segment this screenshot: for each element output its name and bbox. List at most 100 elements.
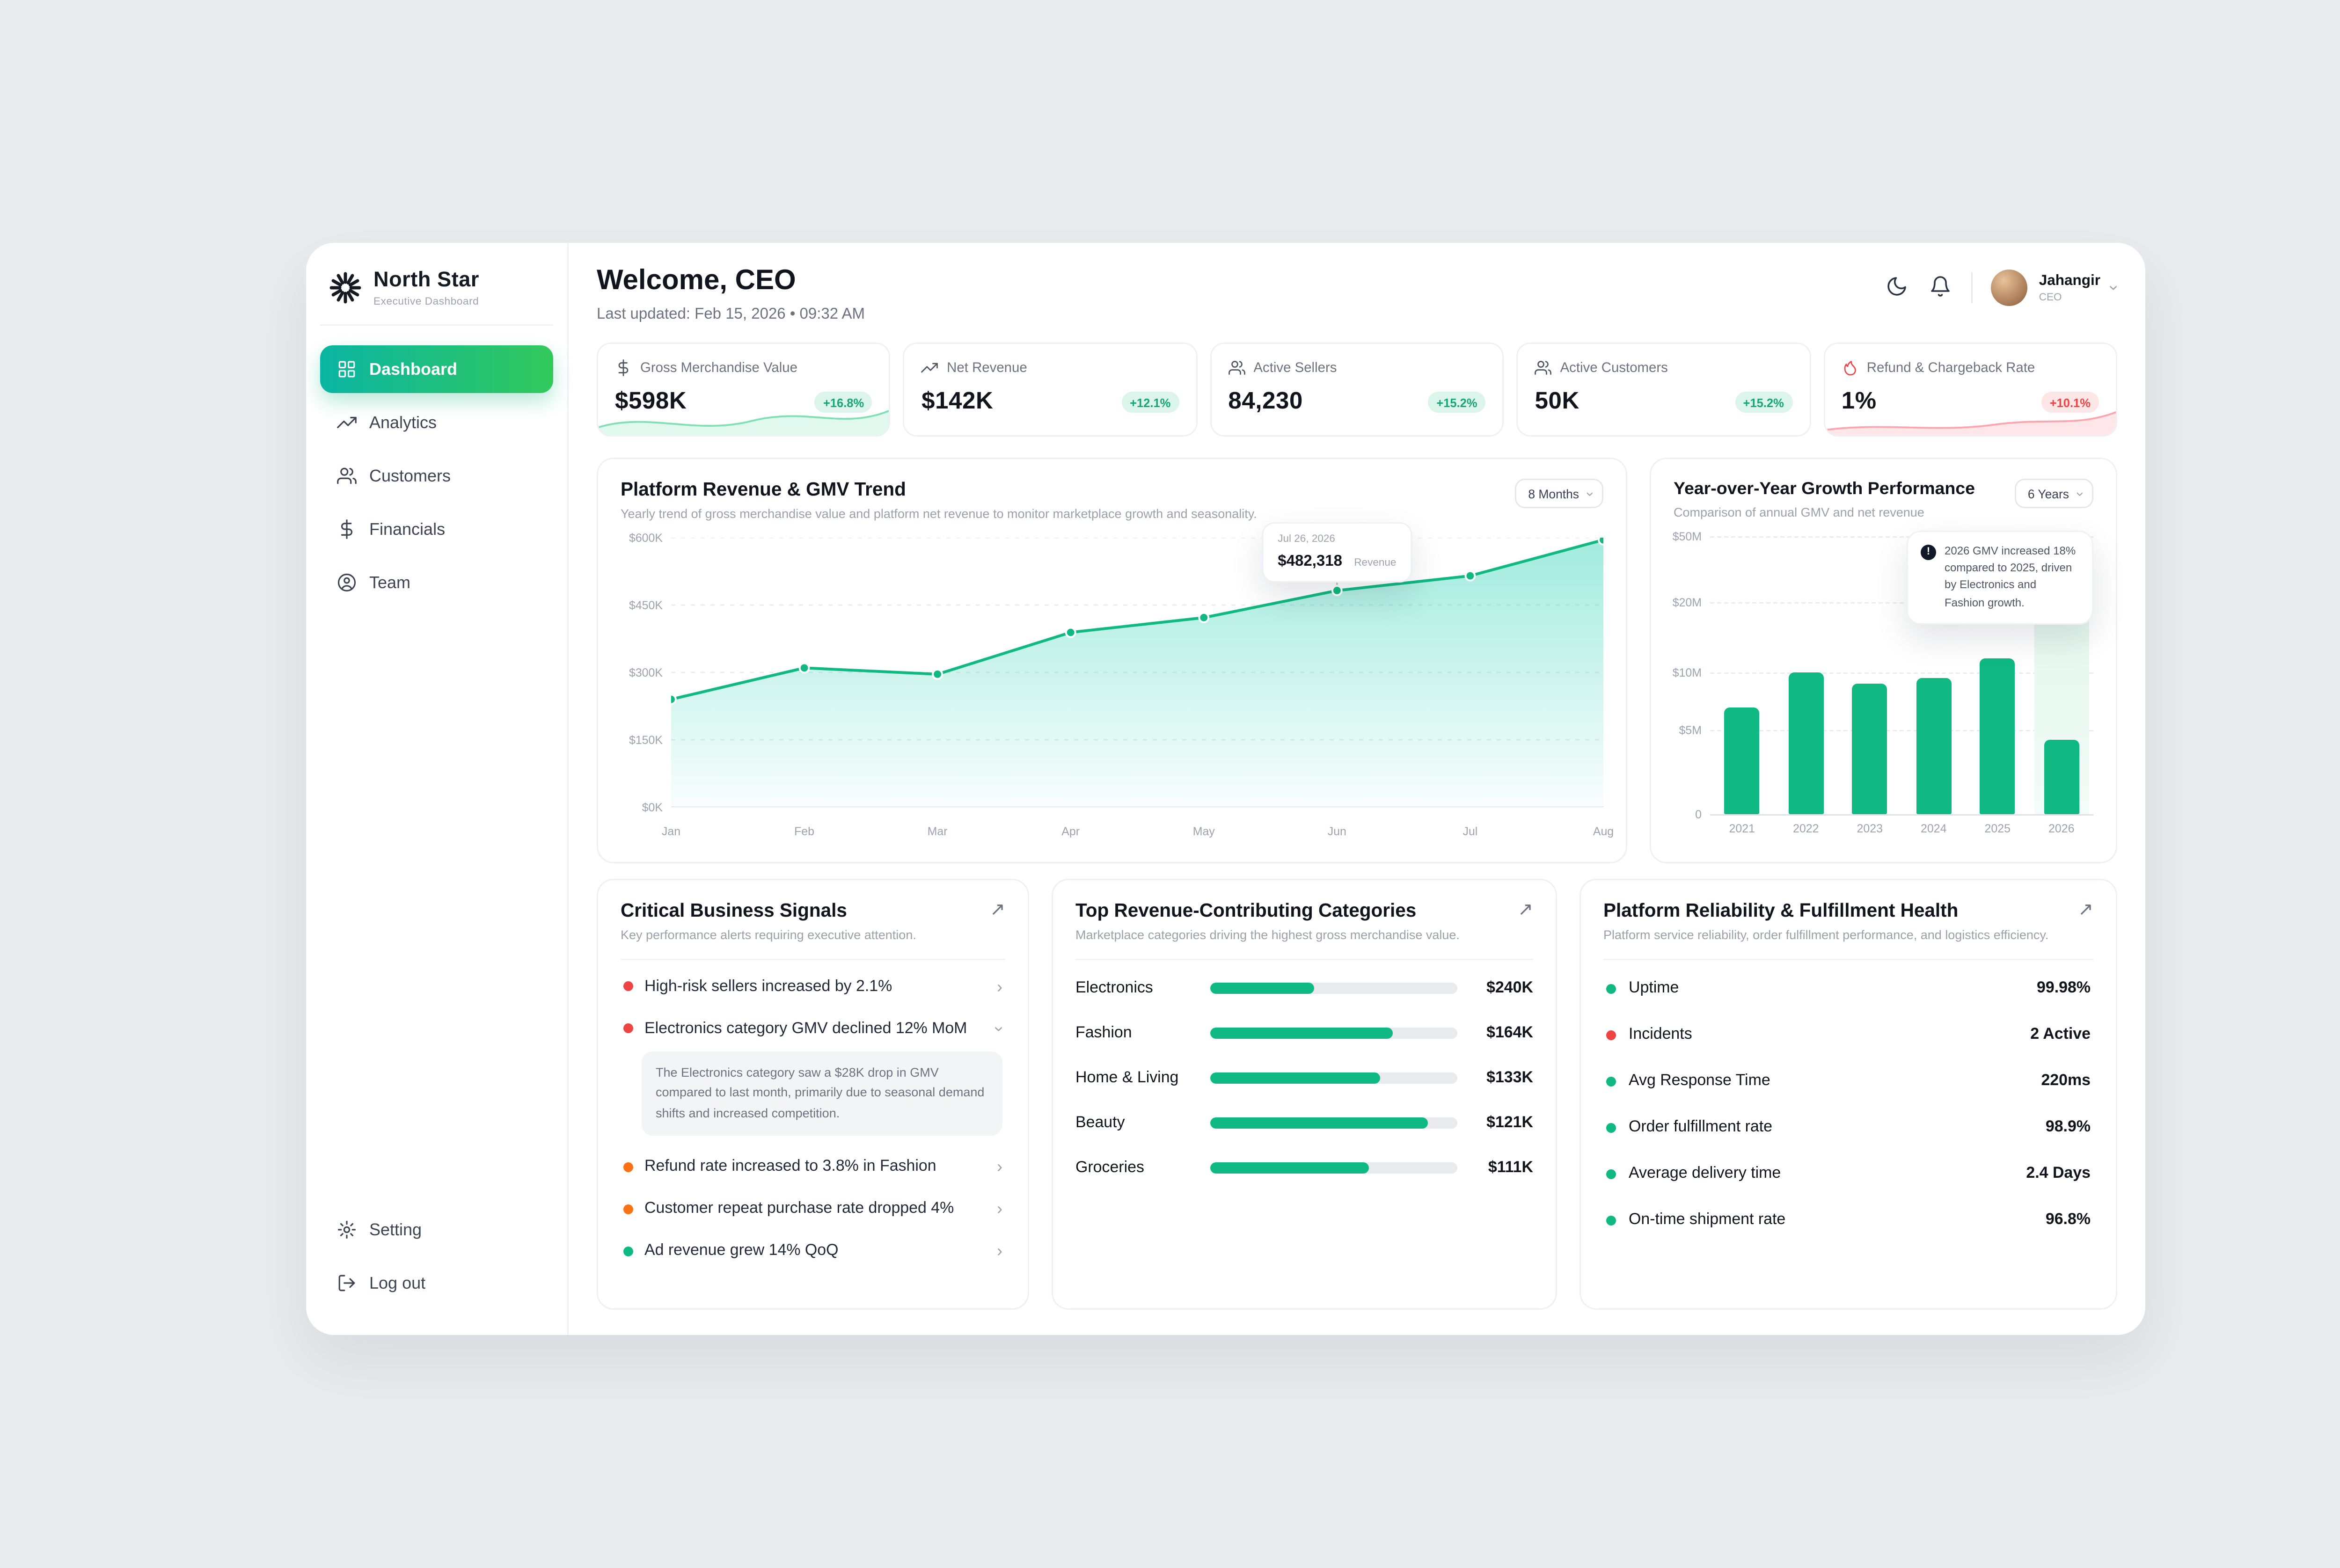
main-content: Welcome, CEO Last updated: Feb 15, 2026 … xyxy=(569,243,2145,1335)
yoy-growth-card: Year-over-Year Growth Performance Compar… xyxy=(1650,458,2117,863)
health-row: On-time shipment rate 96.8% xyxy=(1603,1197,2093,1243)
kpi-label: Gross Merchandise Value xyxy=(640,360,797,376)
panel-subtitle: Marketplace categories driving the highe… xyxy=(1075,928,1460,942)
kpi-label: Active Sellers xyxy=(1253,360,1337,376)
category-row: Electronics $240K xyxy=(1075,965,1533,1010)
expand-button[interactable]: ↗ xyxy=(2078,898,2093,919)
health-label: Order fulfillment rate xyxy=(1629,1119,1773,1136)
bar-column xyxy=(1842,536,1898,814)
chart-subtitle: Yearly trend of gross merchandise value … xyxy=(621,507,1257,521)
signal-row[interactable]: Ad revenue grew 14% QoQ › xyxy=(621,1230,1005,1272)
header-divider xyxy=(1971,272,1973,303)
dark-mode-toggle[interactable] xyxy=(1885,275,1910,300)
health-row: Average delivery time 2.4 Days xyxy=(1603,1151,2093,1197)
yoy-x-axis: 2021 2022 2023 2024 2025 2026 xyxy=(1729,820,2075,835)
kpi-delta-badge: +15.2% xyxy=(1428,392,1486,413)
status-dot xyxy=(1606,1168,1616,1179)
tooltip-label: Revenue xyxy=(1354,556,1397,569)
category-progress-fill xyxy=(1210,1161,1368,1173)
chevron-down-icon: › xyxy=(2105,285,2124,291)
sidebar-item-label: Financials xyxy=(369,519,446,539)
sidebar-item-label: Team xyxy=(369,573,411,592)
dollar-icon xyxy=(618,359,629,376)
sidebar-item-logout[interactable]: Log out xyxy=(320,1259,553,1307)
panel-title: Critical Business Signals xyxy=(621,900,847,921)
logout-icon xyxy=(338,1275,355,1291)
user-role: CEO xyxy=(2039,291,2062,303)
sidebar-item-customers[interactable]: Customers xyxy=(320,452,553,500)
kpi-card-gmv: Gross Merchandise Value $598K +16.8% xyxy=(597,343,891,437)
signal-row[interactable]: High-risk sellers increased by 2.1% › xyxy=(621,965,1005,1007)
kpi-row: Gross Merchandise Value $598K +16.8% Net xyxy=(597,343,2117,437)
category-progress-track xyxy=(1210,1161,1457,1173)
kpi-value: 1% xyxy=(1841,387,1877,414)
range-selector-months[interactable]: 8 Months › xyxy=(1515,479,1603,508)
bar xyxy=(1980,657,2015,814)
chevron-right-icon: › xyxy=(997,1199,1002,1219)
signal-row[interactable]: Refund rate increased to 3.8% in Fashion… xyxy=(621,1145,1005,1188)
sidebar-item-setting[interactable]: Setting xyxy=(320,1206,553,1254)
user-circle-icon xyxy=(337,573,356,592)
kpi-value: 84,230 xyxy=(1228,387,1303,414)
health-label: Incidents xyxy=(1629,1026,1692,1043)
status-dot xyxy=(1606,983,1616,993)
sidebar-item-analytics[interactable]: Analytics xyxy=(320,399,553,446)
bar xyxy=(1724,707,1760,814)
bar xyxy=(1852,683,1887,814)
kpi-delta-badge: +12.1% xyxy=(1121,392,1179,413)
category-value: $111K xyxy=(1488,1159,1533,1176)
chart-title: Platform Revenue & GMV Trend xyxy=(621,479,906,500)
kpi-label: Refund & Chargeback Rate xyxy=(1866,360,2035,376)
expand-button[interactable]: ↗ xyxy=(1518,898,1533,919)
category-label: Home & Living xyxy=(1075,1069,1179,1086)
kpi-value: 50K xyxy=(1535,387,1580,414)
signal-row[interactable]: Customer repeat purchase rate dropped 4%… xyxy=(621,1188,1005,1230)
last-updated: Last updated: Feb 15, 2026 • 09:32 AM xyxy=(597,306,865,323)
info-icon: ! xyxy=(1921,544,1936,560)
signal-detail: The Electronics category saw a $28K drop… xyxy=(642,1050,1002,1136)
sidebar-item-team[interactable]: Team xyxy=(320,559,553,606)
severity-dot xyxy=(623,1203,633,1214)
flame-icon xyxy=(1843,361,1856,376)
health-row: Avg Response Time 220ms xyxy=(1603,1058,2093,1104)
range-selector-years[interactable]: 6 Years › xyxy=(2015,479,2093,508)
sidebar-item-label: Analytics xyxy=(369,413,437,432)
category-label: Electronics xyxy=(1075,979,1153,996)
bell-icon xyxy=(1931,276,1950,297)
brand: North Star Executive Dashboard xyxy=(320,263,553,326)
status-dot xyxy=(1606,1122,1616,1132)
range-selector-label: 6 Years xyxy=(2027,486,2069,501)
category-value: $121K xyxy=(1486,1114,1533,1131)
severity-dot xyxy=(623,1023,633,1034)
grid-icon xyxy=(338,361,355,378)
kpi-delta-badge: +16.8% xyxy=(814,392,873,413)
sidebar-item-financials[interactable]: Financials xyxy=(320,505,553,553)
category-progress-fill xyxy=(1210,1072,1381,1083)
category-value: $133K xyxy=(1486,1069,1533,1086)
sidebar-item-dashboard[interactable]: Dashboard xyxy=(320,345,553,393)
category-value: $164K xyxy=(1486,1024,1533,1041)
gear-icon xyxy=(337,1220,356,1239)
health-row: Incidents 2 Active xyxy=(1603,1012,2093,1058)
status-dot xyxy=(1606,1076,1616,1086)
kpi-card-refund-rate: Refund & Chargeback Rate 1% +10.1% xyxy=(1823,343,2117,437)
tooltip-value: $482,318 xyxy=(1278,553,1342,570)
category-row: Groceries $111K xyxy=(1075,1145,1533,1190)
health-label: On-time shipment rate xyxy=(1629,1211,1786,1229)
users-icon xyxy=(1228,361,1245,375)
sidebar-nav: Dashboard Analytics Customers Financials… xyxy=(320,345,553,612)
sidebar-item-label: Customers xyxy=(369,466,451,486)
signal-text: Customer repeat purchase rate dropped 4% xyxy=(644,1200,954,1218)
expand-button[interactable]: ↗ xyxy=(990,898,1005,919)
growth-annotation-tooltip: ! 2026 GMV increased 18% compared to 202… xyxy=(1907,530,2093,625)
user-menu[interactable]: Jahangir CEO › xyxy=(1991,270,2124,306)
panel-subtitle: Key performance alerts requiring executi… xyxy=(621,928,916,942)
notifications-button[interactable] xyxy=(1928,275,1953,300)
category-progress-track xyxy=(1210,982,1457,993)
signal-text: Electronics category GMV declined 12% Mo… xyxy=(644,1020,967,1037)
category-progress-fill xyxy=(1210,982,1314,993)
status-dot xyxy=(1606,1029,1616,1040)
signal-row[interactable]: Electronics category GMV declined 12% Mo… xyxy=(621,1007,1009,1050)
chevron-down-icon: › xyxy=(1581,491,1597,496)
